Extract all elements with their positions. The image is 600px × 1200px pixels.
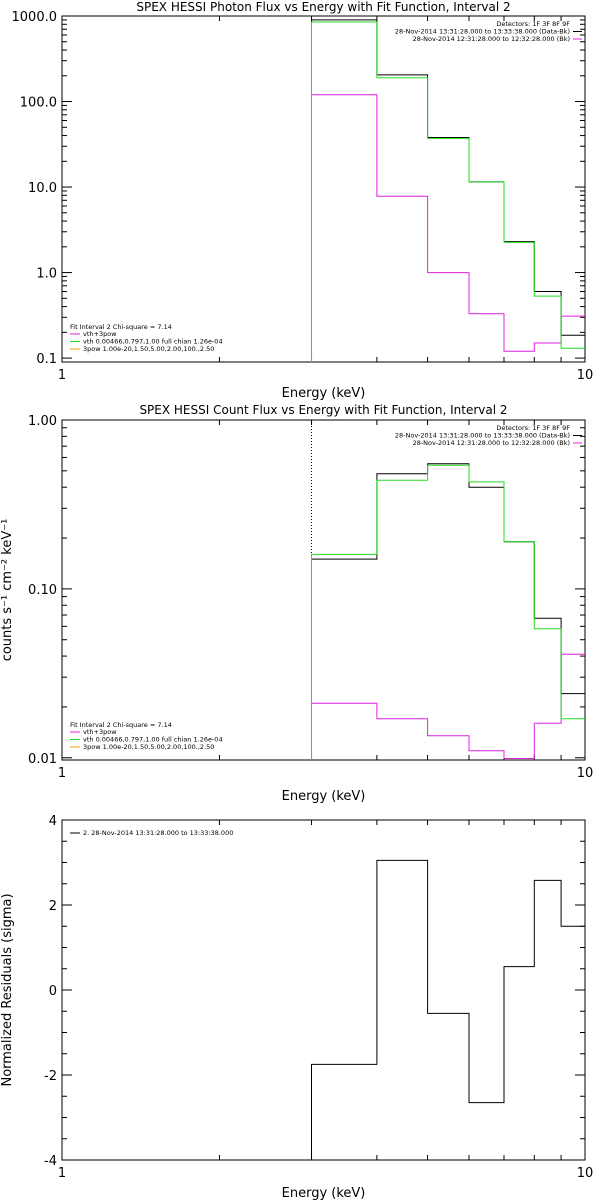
legend-entry: vth+3pow xyxy=(83,330,117,338)
y-tick-label: -2 xyxy=(44,1069,57,1084)
header-line: 28-Nov-2014 13:31:28.000 to 13:33:38.000… xyxy=(395,432,570,440)
header-line: Detectors: 1F 3F 8F 9F xyxy=(496,20,570,28)
fit-label: Fit Interval 2 Chi-square = 7.14 xyxy=(70,323,172,331)
series-2-line xyxy=(311,464,585,760)
chart-title: SPEX HESSI Photon Flux vs Energy with Fi… xyxy=(136,0,510,14)
header-line: Detectors: 1F 3F 8F 9F xyxy=(496,424,570,432)
y-tick-label: 1.0 xyxy=(36,267,57,282)
y-tick-label: 4 xyxy=(49,814,57,829)
x-tick-label: 1 xyxy=(58,1166,66,1181)
x-axis-label: Energy (keV) xyxy=(282,789,366,804)
residuals-panel: Energy (keV) Normalized Residuals (sigma)… xyxy=(0,814,593,1200)
x-tick-label: 10 xyxy=(577,368,594,383)
y-tick-label: 1000.0 xyxy=(12,10,58,25)
header-line: 28-Nov-2014 12:31:28.000 to 12:32:28.000… xyxy=(413,439,570,447)
legend-entry: 3pow 1.00e-20,1.50,5.00,2.00,100.,2.50 xyxy=(83,345,214,353)
x-tick-label: 1 xyxy=(58,766,66,781)
y-tick-label: 0 xyxy=(49,984,57,999)
fit-label: Fit Interval 2 Chi-square = 7.14 xyxy=(70,721,172,729)
y-tick-label: 100.0 xyxy=(20,96,57,111)
y-tick-label: 0.1 xyxy=(36,352,57,367)
legend-entry: vth 0.00466,0.797,1.00 full chian 1.26e-… xyxy=(83,338,223,346)
legend-entry: 2. 28-Nov-2014 13:31:28.000 to 13:33:38.… xyxy=(83,829,233,837)
legend-entry: vth+3pow xyxy=(83,728,117,736)
chart-title: SPEX HESSI Count Flux vs Energy with Fit… xyxy=(139,403,507,417)
header-line: 28-Nov-2014 12:31:28.000 to 12:32:28.000… xyxy=(413,35,570,43)
plot-frame xyxy=(61,419,586,761)
y-tick-label: 0.10 xyxy=(28,583,57,598)
y-axis-label: Normalized Residuals (sigma) xyxy=(0,893,15,1086)
x-axis-label: Energy (keV) xyxy=(282,1186,366,1200)
legend-entry: vth 0.00466,0.797,1.00 full chian 1.26e-… xyxy=(83,736,223,744)
y-tick-label: 2 xyxy=(49,899,57,914)
count-flux-panel: SPEX HESSI Count Flux vs Energy with Fit… xyxy=(0,403,593,804)
photon-flux-panel: SPEX HESSI Photon Flux vs Energy with Fi… xyxy=(12,0,594,401)
series-2-line xyxy=(311,21,585,362)
y-tick-label: 10.0 xyxy=(28,181,57,196)
x-tick-label: 10 xyxy=(577,1166,594,1181)
legend-entry: 3pow 1.00e-20,1.50,5.00,2.00,100.,2.50 xyxy=(83,743,214,751)
y-tick-label: 0.01 xyxy=(28,752,57,767)
y-axis-label: counts s⁻¹ cm⁻² keV⁻¹ xyxy=(0,519,15,662)
plot-frame xyxy=(61,15,586,363)
x-axis-label: Energy (keV) xyxy=(282,386,366,401)
series-1-line xyxy=(311,653,585,760)
y-tick-label: 1.00 xyxy=(28,414,57,429)
x-tick-label: 10 xyxy=(577,766,594,781)
series-1-line xyxy=(311,94,585,362)
header-line: 28-Nov-2014 13:31:28.000 to 13:33:38.000… xyxy=(395,28,570,36)
series-0-line xyxy=(311,859,585,1160)
y-tick-label: -4 xyxy=(44,1154,57,1169)
x-tick-label: 1 xyxy=(58,368,66,383)
